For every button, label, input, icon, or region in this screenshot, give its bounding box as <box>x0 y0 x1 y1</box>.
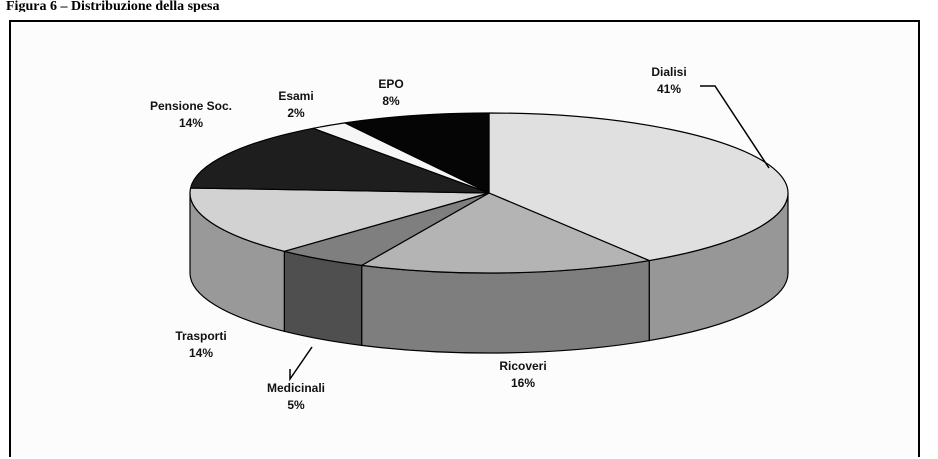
pie-slice-dialisi <box>488 112 789 262</box>
slice-label-esami: Esami <box>278 89 313 103</box>
pie-slice-epo <box>344 112 490 194</box>
pie-side-ricoveri <box>361 259 650 354</box>
slice-label-ricoveri: Ricoveri <box>499 359 546 373</box>
pie-side-medicinali <box>283 250 363 347</box>
pie-chart: Dialisi 41% Ricoveri 16% Medicinali 5% Traspor… <box>150 65 789 412</box>
pie-slices <box>189 112 789 274</box>
pie-sides <box>189 192 789 354</box>
leader-line-dialisi <box>700 85 770 169</box>
slice-value-dialisi: 41% <box>657 82 681 96</box>
pie-slice-trasporti <box>189 187 490 252</box>
slice-label-pensione-soc: Pensione Soc. <box>150 99 232 113</box>
slice-value-trasporti: 14% <box>189 346 213 360</box>
pie-slice-ricoveri <box>361 192 650 274</box>
slice-value-pensione-soc: 14% <box>179 116 203 130</box>
slice-value-ricoveri: 16% <box>511 376 535 390</box>
slice-label-medicinali: Medicinali <box>267 381 325 395</box>
slice-label-dialisi: Dialisi <box>651 65 686 79</box>
figure-caption: Figura 6 – Distribuzione della spesa <box>6 0 220 14</box>
slice-label-epo: EPO <box>378 77 403 91</box>
pie-slice-pensione-soc <box>189 127 490 194</box>
slice-label-trasporti: Trasporti <box>175 329 226 343</box>
chart-frame: Dialisi 41% Ricoveri 16% Medicinali 5% Traspor… <box>9 20 920 457</box>
leader-line-medicinali <box>289 346 313 382</box>
leader-lines <box>289 85 770 382</box>
slice-value-medicinali: 5% <box>287 398 305 412</box>
slice-value-epo: 8% <box>382 94 400 108</box>
slice-labels: Dialisi 41% Ricoveri 16% Medicinali 5% Traspor… <box>150 65 687 412</box>
slice-value-esami: 2% <box>287 106 305 120</box>
